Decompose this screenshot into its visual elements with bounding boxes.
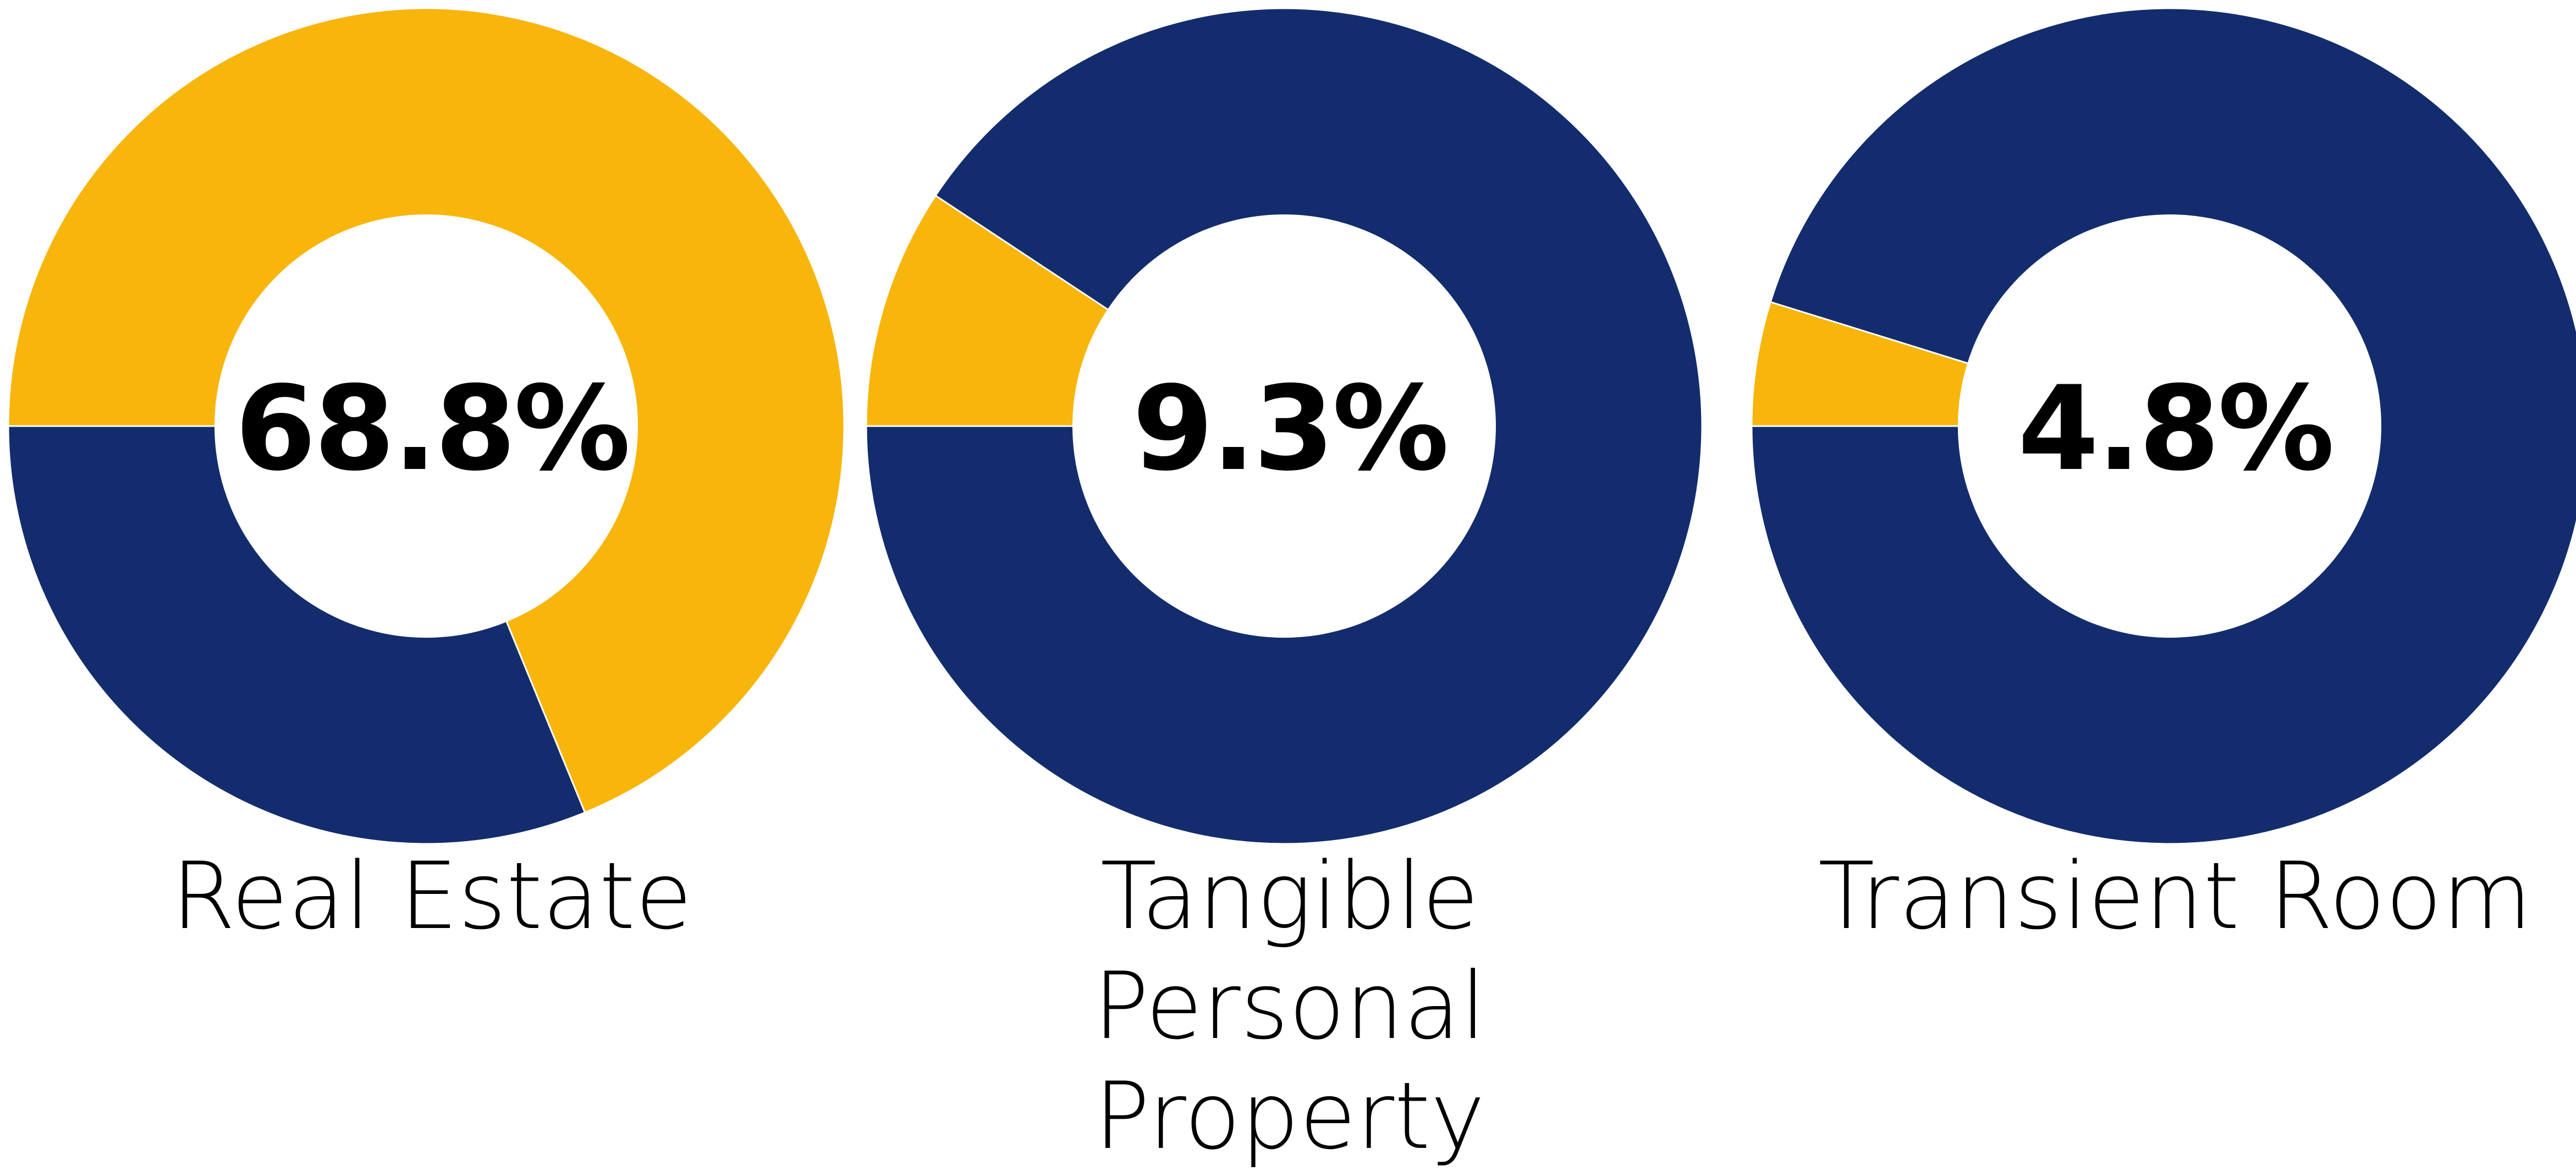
donut-chart-real-estate: [7, 7, 845, 845]
donut-panel-transient-room: 4.8% Transient Room: [1743, 0, 2576, 1052]
donut-center-value: 4.8%: [2018, 361, 2335, 496]
donut-panel-real-estate: 68.8% Real Estate: [0, 0, 863, 1052]
donut-panel-tangible-personal-property: 9.3% Tangible Personal Property: [858, 0, 1721, 1170]
donut-hole: [1072, 214, 1496, 638]
donut-slice-remainder: [1751, 7, 2576, 845]
donut-center-value: 9.3%: [1132, 361, 1449, 496]
donut-chart-transient-room: [1751, 7, 2576, 845]
donut-hole: [1958, 214, 2381, 638]
donut-center-value: 68.8%: [235, 361, 630, 496]
donut-label: Transient Room: [1818, 842, 2533, 950]
donut-label: Tangible Personal Property: [1093, 842, 1487, 1170]
donut-chart-tangible-personal-property: [865, 7, 1703, 845]
donut-label: Real Estate: [171, 842, 692, 950]
donut-hole: [214, 214, 638, 638]
